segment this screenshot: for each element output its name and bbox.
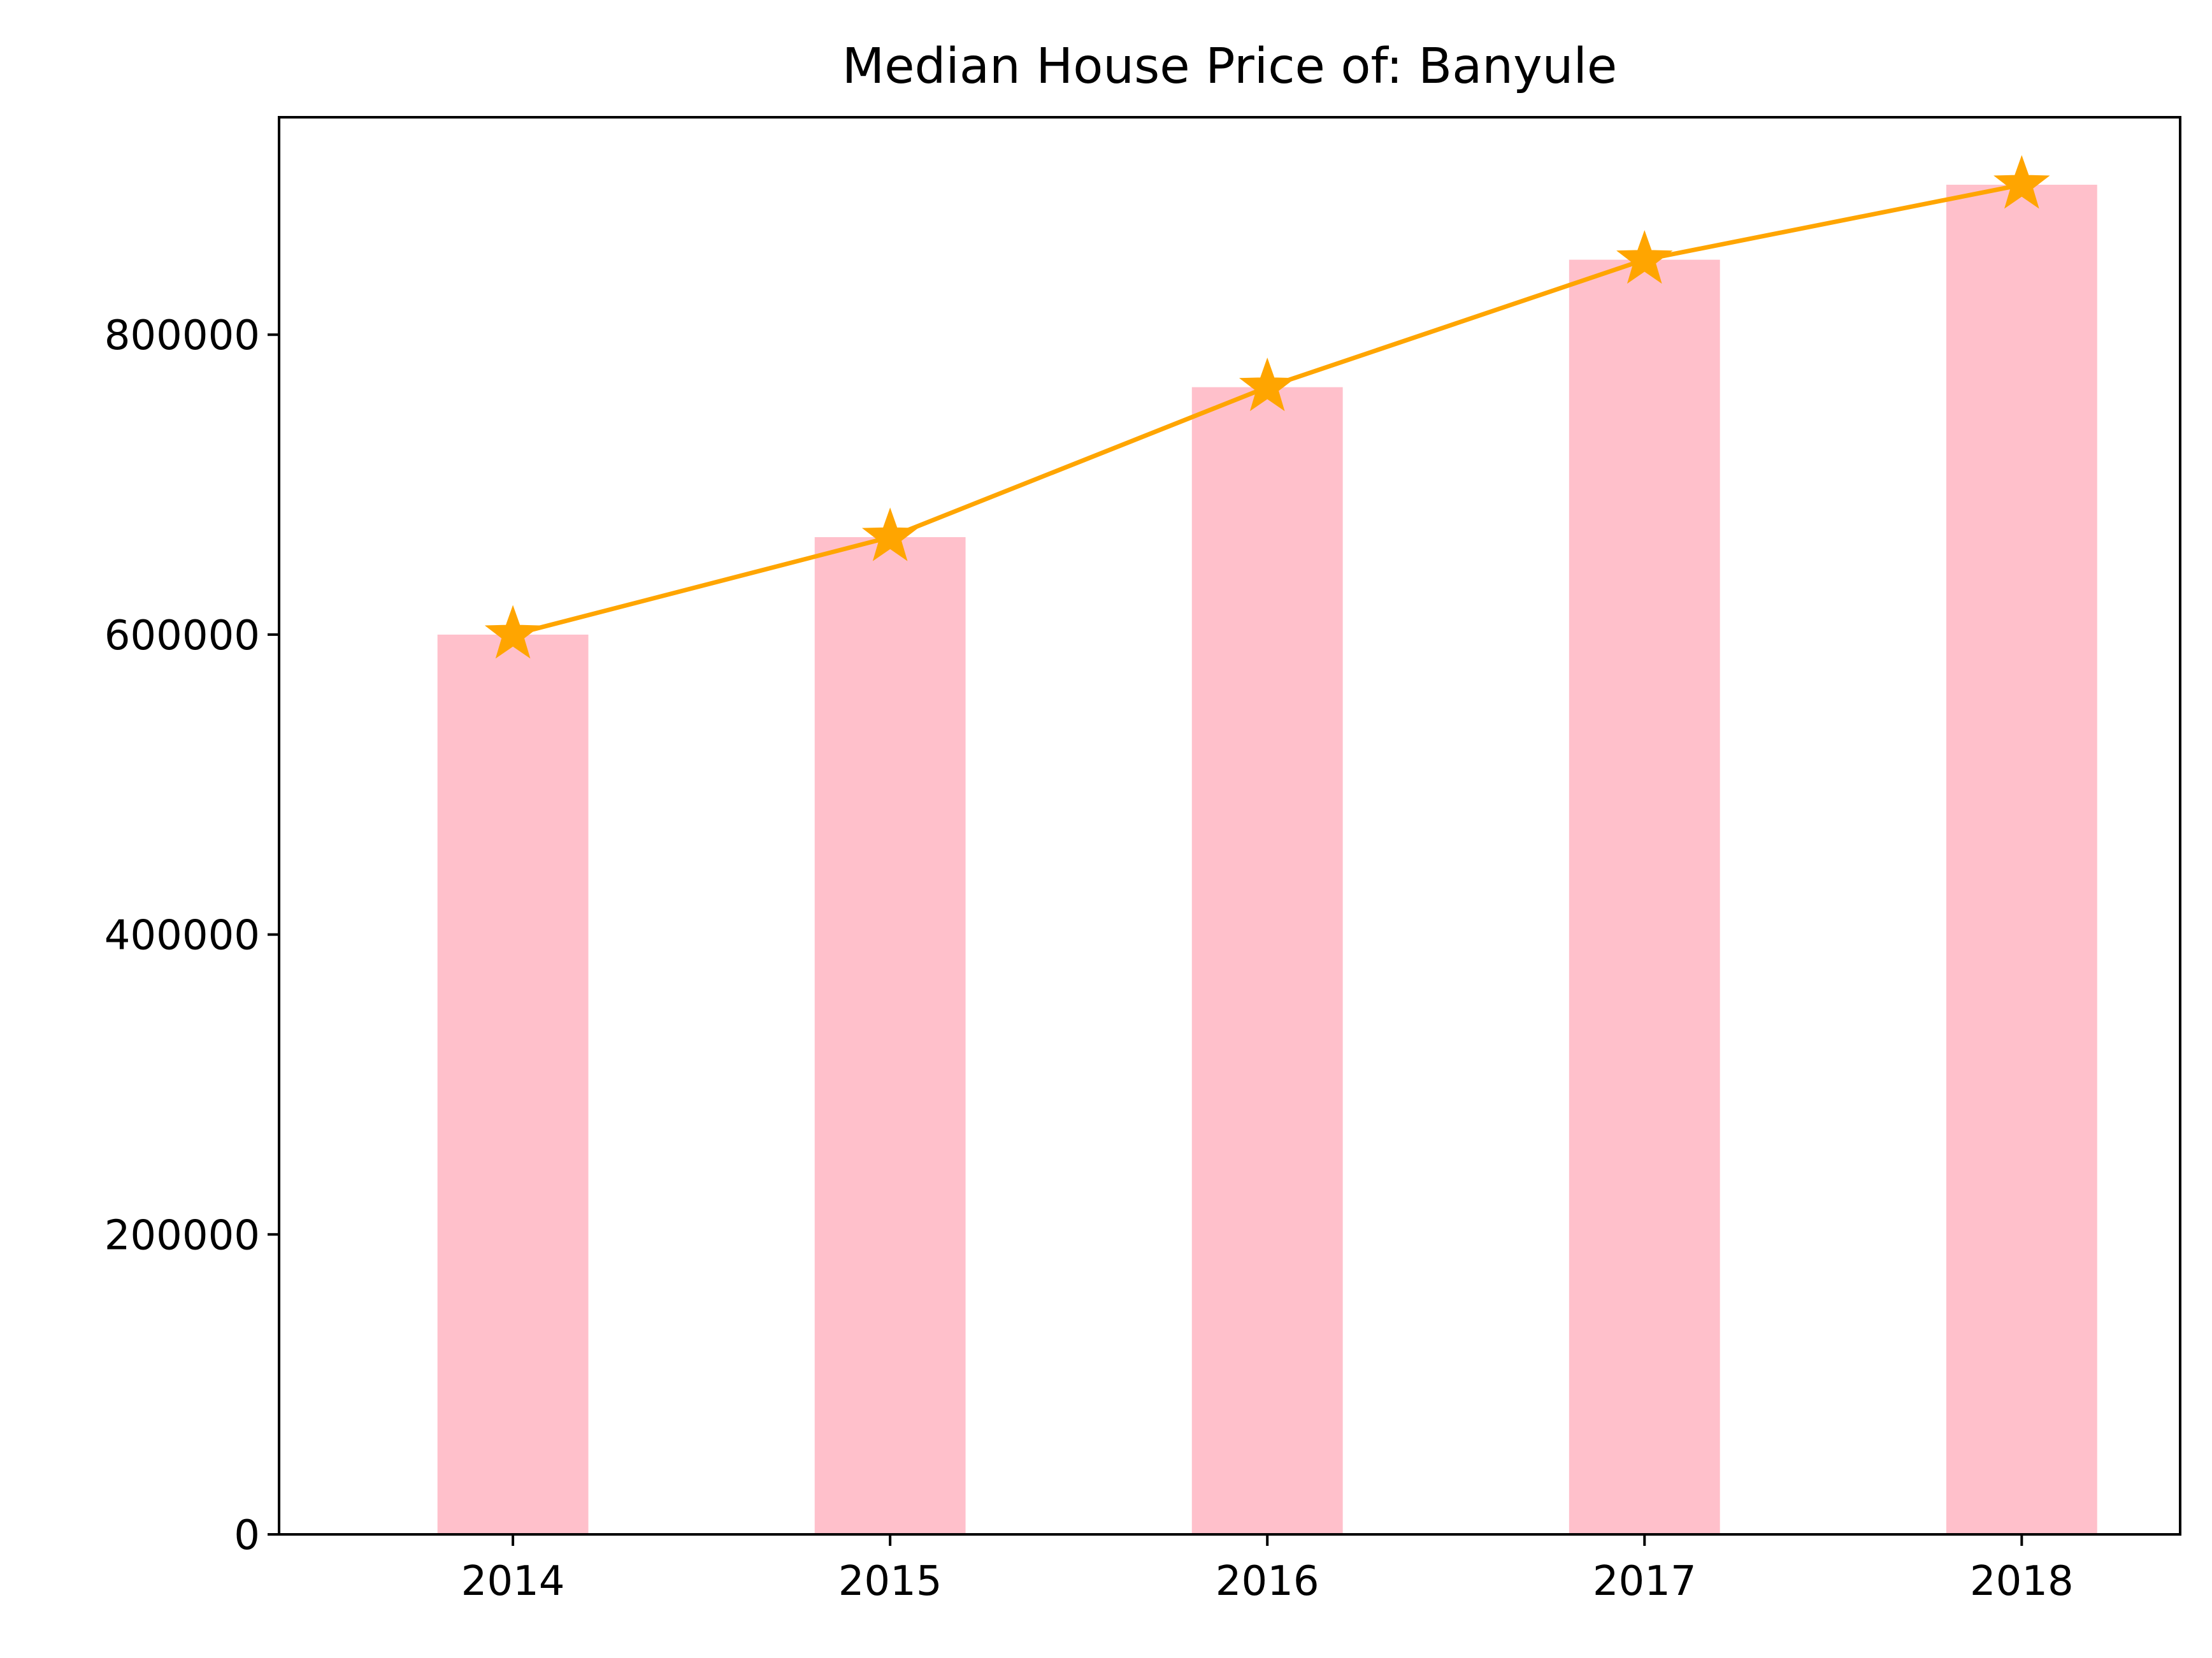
y-tick-label: 400000 <box>104 912 260 960</box>
x-tick-label: 2016 <box>1216 1558 1319 1605</box>
y-tick-label: 600000 <box>104 612 260 660</box>
bar <box>1946 184 2097 1534</box>
star-marker <box>484 605 542 659</box>
chart-title: Median House Price of: Banyule <box>842 38 1617 95</box>
star-marker <box>1239 357 1296 412</box>
star-marker <box>1616 230 1673 284</box>
bar <box>1191 387 1343 1534</box>
plot-frame <box>278 116 2181 1536</box>
x-axis: 2014 2015 2016 2017 2018 <box>461 1534 2074 1605</box>
line-layer <box>484 155 2050 659</box>
y-tick-label: 800000 <box>104 312 260 359</box>
x-tick-label: 2014 <box>461 1558 565 1605</box>
y-tick-label: 0 <box>234 1512 260 1559</box>
y-tick-label: 200000 <box>104 1212 260 1259</box>
bars-layer <box>437 184 2097 1535</box>
star-marker <box>861 507 919 561</box>
bar <box>1569 259 1720 1535</box>
bar <box>437 634 589 1534</box>
star-marker <box>1993 155 2050 209</box>
x-tick-label: 2018 <box>1970 1558 2074 1605</box>
y-axis: 0 200000 400000 600000 800000 <box>104 312 279 1559</box>
x-tick-label: 2015 <box>838 1558 942 1605</box>
x-tick-label: 2017 <box>1593 1558 1697 1605</box>
bar <box>814 537 966 1535</box>
